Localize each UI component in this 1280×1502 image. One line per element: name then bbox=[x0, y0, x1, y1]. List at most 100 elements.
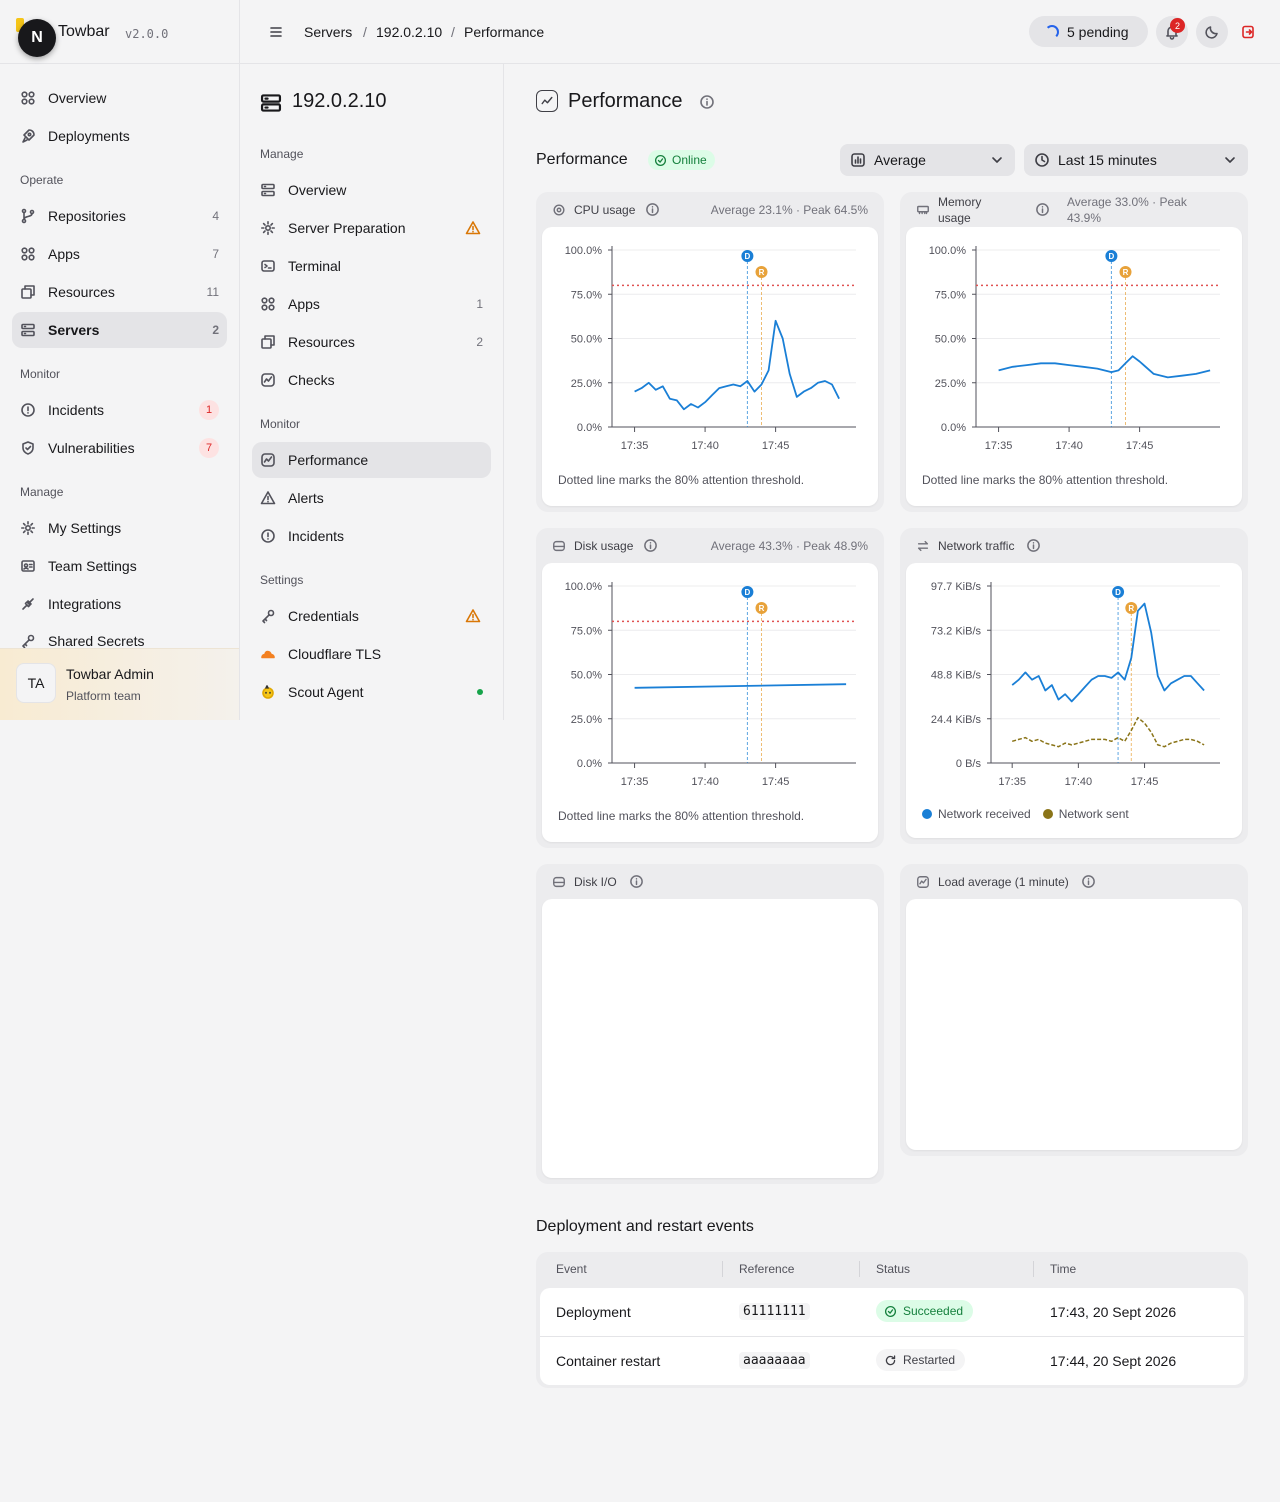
disk-caption: Dotted line marks the 80% attention thre… bbox=[558, 809, 805, 823]
info-icon[interactable] bbox=[629, 874, 644, 889]
legend-sent: Network sent bbox=[1058, 807, 1129, 821]
sidebar-item-apps[interactable]: Apps 7 bbox=[12, 236, 227, 272]
info-icon[interactable] bbox=[643, 538, 658, 553]
row2-status-badge: Restarted bbox=[876, 1349, 966, 1371]
breadcrumb-separator: / bbox=[363, 24, 367, 40]
subnav-item-terminal[interactable]: Terminal bbox=[252, 248, 491, 284]
sidebar-item-servers[interactable]: Servers 2 bbox=[12, 312, 227, 348]
sidebar-item-repositories[interactable]: Repositories 4 bbox=[12, 198, 227, 234]
range-select[interactable]: Last 15 minutes bbox=[1024, 144, 1248, 176]
menu-icon[interactable] bbox=[268, 24, 284, 40]
subnav-item-resources[interactable]: Resources 2 bbox=[252, 324, 491, 360]
sidebar-item-label: Resources bbox=[48, 284, 115, 300]
sidebar-item-label: Incidents bbox=[48, 402, 105, 418]
diskio-card-title: Disk I/O bbox=[574, 874, 617, 889]
sidebar-item-label: My Settings bbox=[48, 520, 122, 536]
theme-toggle[interactable] bbox=[1196, 16, 1228, 48]
memory-card-title: Memory usage bbox=[938, 195, 982, 225]
network-card-title: Network traffic bbox=[938, 538, 1015, 553]
subnav-section-settings: Settings bbox=[260, 573, 304, 587]
sidebar-item-my-settings[interactable]: My Settings bbox=[12, 510, 227, 546]
series-line bbox=[998, 355, 1211, 379]
y-tick-label: 75.0% bbox=[935, 289, 966, 301]
activity-icon bbox=[258, 452, 278, 468]
network-card-header: Network traffic bbox=[916, 538, 1041, 553]
sidebar-item-deployments[interactable]: Deployments bbox=[12, 118, 227, 154]
subnav-item-label: Alerts bbox=[288, 490, 324, 506]
y-tick-label: 0.0% bbox=[941, 422, 966, 434]
warning-icon bbox=[463, 220, 483, 236]
subnav-item-cloudflare-tls[interactable]: Cloudflare TLS bbox=[252, 636, 491, 672]
sidebar-item-team-settings[interactable]: Team Settings bbox=[12, 548, 227, 584]
sidebar-item-label: Deployments bbox=[48, 128, 130, 144]
sidebar-item-count: 1 bbox=[199, 400, 219, 420]
performance-icon bbox=[536, 90, 558, 112]
sidebar-item-integrations[interactable]: Integrations bbox=[12, 586, 227, 622]
sidebar-item-incidents[interactable]: Incidents 1 bbox=[12, 392, 227, 428]
pending-button[interactable]: 5 pending bbox=[1029, 16, 1148, 47]
y-tick-label: 50.0% bbox=[935, 334, 966, 346]
subnav-item-incidents[interactable]: Incidents bbox=[252, 518, 491, 554]
logo[interactable]: N bbox=[18, 19, 56, 57]
row2-time: 17:44, 20 Sept 2026 bbox=[1050, 1353, 1177, 1369]
x-tick-label: 17:45 bbox=[762, 440, 790, 452]
disk-card-title: Disk usage bbox=[574, 538, 634, 553]
x-tick-label: 17:35 bbox=[621, 440, 649, 452]
subnav-item-overview[interactable]: Overview bbox=[252, 172, 491, 208]
status-badge: Online bbox=[648, 150, 715, 170]
event-marker bbox=[755, 266, 768, 278]
reference-code: 61111111 bbox=[739, 1303, 810, 1320]
y-tick-label: 100.0% bbox=[929, 245, 967, 257]
sidebar-item-count: 2 bbox=[212, 323, 219, 337]
sidebar-item-label: Repositories bbox=[48, 208, 126, 224]
avatar[interactable]: TA bbox=[16, 663, 56, 703]
network-legend: Network received Network sent bbox=[922, 807, 1129, 821]
agent-icon bbox=[258, 684, 278, 700]
info-icon[interactable] bbox=[1081, 874, 1096, 889]
sidebar-item-count: 11 bbox=[206, 285, 219, 299]
alert-circle-icon bbox=[258, 528, 278, 544]
subnav-item-server-preparation[interactable]: Server Preparation bbox=[252, 210, 491, 246]
sidebar-item-label: Integrations bbox=[48, 596, 122, 612]
sidebar-item-vulnerabilities[interactable]: Vulnerabilities 7 bbox=[12, 430, 227, 466]
subnav-item-alerts[interactable]: Alerts bbox=[252, 480, 491, 516]
server-icon bbox=[260, 92, 282, 114]
info-icon[interactable] bbox=[1035, 202, 1050, 217]
warning-icon bbox=[258, 490, 278, 506]
sidebar-item-label: Overview bbox=[48, 90, 107, 106]
y-tick-label: 75.0% bbox=[571, 625, 602, 637]
spinner-icon bbox=[1045, 24, 1059, 39]
sidebar-item-shared-secrets[interactable]: Shared Secrets bbox=[12, 624, 227, 648]
y-tick-label: 48.8 KiB/s bbox=[931, 670, 982, 682]
subnav-item-label: Resources bbox=[288, 334, 355, 350]
sidebar-item-overview[interactable]: Overview bbox=[12, 80, 227, 116]
x-tick-label: 17:45 bbox=[1131, 776, 1159, 788]
sidebar-item-label: Vulnerabilities bbox=[48, 440, 135, 456]
subnav-item-apps[interactable]: Apps 1 bbox=[252, 286, 491, 322]
breadcrumb-separator: / bbox=[451, 24, 455, 40]
page-title: Performance bbox=[568, 90, 683, 112]
subnav-item-checks[interactable]: Checks bbox=[252, 362, 491, 398]
row1-event: Deployment bbox=[556, 1304, 631, 1320]
subnav-item-scout-agent[interactable]: Scout Agent bbox=[252, 674, 491, 710]
info-icon[interactable] bbox=[699, 94, 715, 110]
subnav-item-credentials[interactable]: Credentials bbox=[252, 598, 491, 634]
info-icon[interactable] bbox=[645, 202, 660, 217]
subnav-item-count: 1 bbox=[476, 297, 483, 311]
sidebar-item-label: Servers bbox=[48, 322, 100, 338]
cpu-caption: Dotted line marks the 80% attention thre… bbox=[558, 473, 805, 487]
section-title: Performance bbox=[536, 151, 628, 168]
breadcrumb-server[interactable]: 192.0.2.10 bbox=[376, 24, 443, 40]
disk-card-header: Disk usage bbox=[552, 538, 658, 553]
x-tick-label: 17:45 bbox=[762, 776, 790, 788]
info-icon[interactable] bbox=[1026, 538, 1041, 553]
logout-icon[interactable] bbox=[1240, 24, 1256, 40]
activity-icon bbox=[258, 372, 278, 388]
boxes-icon bbox=[258, 334, 278, 350]
sidebar-item-resources[interactable]: Resources 11 bbox=[12, 274, 227, 310]
server-subnav bbox=[240, 64, 504, 720]
memory-card-stats: Average 33.0% · Peak 43.9% bbox=[1067, 195, 1187, 225]
subnav-item-performance[interactable]: Performance bbox=[252, 442, 491, 478]
breadcrumb-servers[interactable]: Servers bbox=[304, 24, 353, 40]
aggregate-select[interactable]: Average bbox=[840, 144, 1015, 176]
